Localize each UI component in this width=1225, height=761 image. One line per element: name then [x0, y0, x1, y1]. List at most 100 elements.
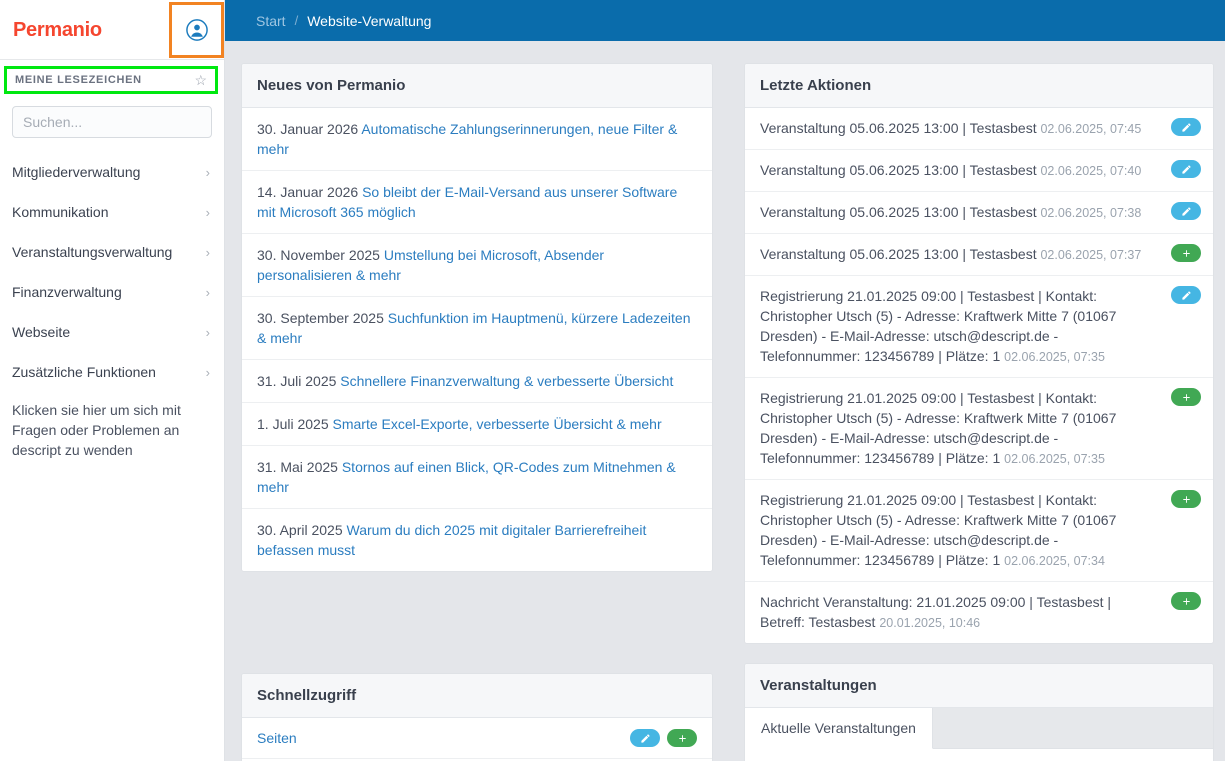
- action-time: 02.06.2025, 07:35: [1004, 350, 1105, 364]
- right-column: Letzte Aktionen Veranstaltung 05.06.2025…: [744, 63, 1214, 761]
- news-title-link[interactable]: Smarte Excel-Exporte, verbesserte Übersi…: [332, 416, 662, 432]
- events-tab-bar: Aktuelle Veranstaltungen: [745, 708, 1213, 749]
- news-title-link[interactable]: Umstellung bei Microsoft, Absender perso…: [257, 247, 605, 283]
- chevron-right-icon: ›: [205, 284, 210, 300]
- sidebar-item-label: Kommunikation: [12, 204, 109, 220]
- news-item: 31. Juli 2025 Schnellere Finanzverwaltun…: [242, 360, 712, 403]
- news-date: 14. Januar 2026: [257, 184, 359, 200]
- add-icon-button[interactable]: [1171, 490, 1201, 508]
- action-text: Registrierung 21.01.2025 09:00 | Testasb…: [760, 288, 1117, 364]
- edit-icon-button[interactable]: [1171, 202, 1201, 220]
- add-icon-button[interactable]: [1171, 592, 1201, 610]
- my-bookmarks-label: MEINE LESEZEICHEN: [15, 74, 142, 86]
- user-avatar-icon: [185, 19, 208, 41]
- chevron-right-icon: ›: [205, 244, 210, 260]
- action-time: 02.06.2025, 07:34: [1004, 554, 1105, 568]
- action-row: Nachricht Veranstaltung: 21.01.2025 09:0…: [745, 582, 1213, 643]
- news-item: 31. Mai 2025 Stornos auf einen Blick, QR…: [242, 446, 712, 509]
- action-time: 02.06.2025, 07:40: [1040, 164, 1142, 178]
- chevron-right-icon: ›: [205, 164, 210, 180]
- main-content: Neues von Permanio 30. Januar 2026 Autom…: [225, 41, 1225, 761]
- events-panel-title: Veranstaltungen: [745, 664, 1213, 708]
- news-title-link[interactable]: Schnellere Finanzverwaltung & verbessert…: [340, 373, 674, 389]
- news-title-link[interactable]: Stornos auf einen Blick, QR-Codes zum Mi…: [257, 459, 676, 495]
- brand-logo: Permanio: [13, 18, 102, 41]
- action-time: 20.01.2025, 10:46: [879, 616, 981, 630]
- recent-actions-panel: Letzte Aktionen Veranstaltung 05.06.2025…: [744, 63, 1214, 644]
- sidebar-item-veranstaltungsverwaltung[interactable]: Veranstaltungsverwaltung ›: [0, 232, 224, 272]
- my-bookmarks-bar[interactable]: MEINE LESEZEICHEN ☆: [4, 66, 218, 94]
- sidebar-nav: Mitgliederverwaltung › Kommunikation › V…: [0, 152, 224, 392]
- sidebar-item-kommunikation[interactable]: Kommunikation ›: [0, 192, 224, 232]
- action-row: Registrierung 21.01.2025 09:00 | Testasb…: [745, 276, 1213, 378]
- left-column: Neues von Permanio 30. Januar 2026 Autom…: [241, 63, 713, 761]
- action-time: 02.06.2025, 07:35: [1004, 452, 1105, 466]
- news-date: 30. Januar 2026: [257, 121, 359, 137]
- sidebar-item-label: Veranstaltungsverwaltung: [12, 244, 173, 260]
- edit-icon-button[interactable]: [1171, 118, 1201, 136]
- edit-icon-button[interactable]: [630, 729, 660, 747]
- top-header-bar: Start / Website-Verwaltung: [225, 0, 1225, 41]
- news-panel-title: Neues von Permanio: [242, 64, 712, 108]
- quick-row-actions: [630, 729, 697, 747]
- breadcrumb-start[interactable]: Start: [256, 12, 286, 29]
- breadcrumb-current: Website-Verwaltung: [307, 12, 432, 29]
- sidebar-item-zusaetzliche-funktionen[interactable]: Zusätzliche Funktionen ›: [0, 352, 224, 392]
- action-text: Veranstaltung 05.06.2025 13:00 | Testasb…: [760, 204, 1037, 220]
- search-input[interactable]: [12, 106, 212, 138]
- news-item: 30. April 2025 Warum du dich 2025 mit di…: [242, 509, 712, 571]
- tab-aktuelle-veranstaltungen[interactable]: Aktuelle Veranstaltungen: [745, 708, 933, 749]
- action-time: 02.06.2025, 07:37: [1040, 248, 1142, 262]
- search-wrap: [0, 94, 224, 138]
- quick-access-title: Schnellzugriff: [242, 674, 712, 718]
- add-icon-button[interactable]: [1171, 388, 1201, 406]
- quick-link-seiten[interactable]: Seiten: [257, 730, 297, 746]
- sidebar-item-mitgliederverwaltung[interactable]: Mitgliederverwaltung ›: [0, 152, 224, 192]
- action-time: 02.06.2025, 07:45: [1040, 122, 1142, 136]
- sidebar: Permanio MEINE LESEZEICHEN ☆ Mitgliederv: [0, 0, 225, 761]
- news-title-link[interactable]: Automatische Zahlungserinnerungen, neue …: [257, 121, 678, 157]
- sidebar-item-webseite[interactable]: Webseite ›: [0, 312, 224, 352]
- news-title-link[interactable]: So bleibt der E-Mail-Versand aus unserer…: [257, 184, 678, 220]
- sidebar-item-label: Mitgliederverwaltung: [12, 164, 141, 180]
- news-date: 31. Mai 2025: [257, 459, 338, 475]
- news-date: 30. April 2025: [257, 522, 343, 538]
- action-text: Registrierung 21.01.2025 09:00 | Testasb…: [760, 390, 1117, 466]
- sidebar-item-label: Finanzverwaltung: [12, 284, 122, 300]
- quick-access-row: Seiten: [242, 718, 712, 759]
- news-date: 30. September 2025: [257, 310, 384, 326]
- support-help-link[interactable]: Klicken sie hier um sich mit Fragen oder…: [12, 402, 181, 458]
- user-account-button[interactable]: [169, 2, 224, 58]
- news-item: 30. September 2025 Suchfunktion im Haupt…: [242, 297, 712, 360]
- action-row: Veranstaltung 05.06.2025 13:00 | Testasb…: [745, 234, 1213, 276]
- brand-row: Permanio: [0, 0, 224, 60]
- events-tab-body: [745, 749, 1213, 761]
- chevron-right-icon: ›: [205, 324, 210, 340]
- news-item: 1. Juli 2025 Smarte Excel-Exporte, verbe…: [242, 403, 712, 446]
- action-time: 02.06.2025, 07:38: [1040, 206, 1142, 220]
- action-text: Nachricht Veranstaltung: 21.01.2025 09:0…: [760, 594, 1112, 630]
- edit-icon-button[interactable]: [1171, 286, 1201, 304]
- quick-access-panel: Schnellzugriff Seiten: [241, 673, 713, 761]
- add-icon-button[interactable]: [1171, 244, 1201, 262]
- news-item: 30. Januar 2026 Automatische Zahlungseri…: [242, 108, 712, 171]
- news-date: 30. November 2025: [257, 247, 380, 263]
- action-row: Registrierung 21.01.2025 09:00 | Testasb…: [745, 378, 1213, 480]
- recent-actions-title: Letzte Aktionen: [745, 64, 1213, 108]
- star-icon[interactable]: ☆: [194, 72, 207, 88]
- news-title-link[interactable]: Warum du dich 2025 mit digitaler Barrier…: [257, 522, 647, 558]
- action-text: Veranstaltung 05.06.2025 13:00 | Testasb…: [760, 120, 1037, 136]
- news-title-link[interactable]: Suchfunktion im Hauptmenü, kürzere Ladez…: [257, 310, 691, 346]
- edit-icon-button[interactable]: [1171, 160, 1201, 178]
- chevron-right-icon: ›: [205, 204, 210, 220]
- news-panel: Neues von Permanio 30. Januar 2026 Autom…: [241, 63, 713, 572]
- breadcrumb-separator: /: [294, 13, 299, 28]
- action-row: Registrierung 21.01.2025 09:00 | Testasb…: [745, 480, 1213, 582]
- action-text: Veranstaltung 05.06.2025 13:00 | Testasb…: [760, 246, 1037, 262]
- news-date: 31. Juli 2025: [257, 373, 337, 389]
- sidebar-item-label: Zusätzliche Funktionen: [12, 364, 156, 380]
- sidebar-item-finanzverwaltung[interactable]: Finanzverwaltung ›: [0, 272, 224, 312]
- sidebar-item-label: Webseite: [12, 324, 71, 340]
- add-icon-button[interactable]: [667, 729, 697, 747]
